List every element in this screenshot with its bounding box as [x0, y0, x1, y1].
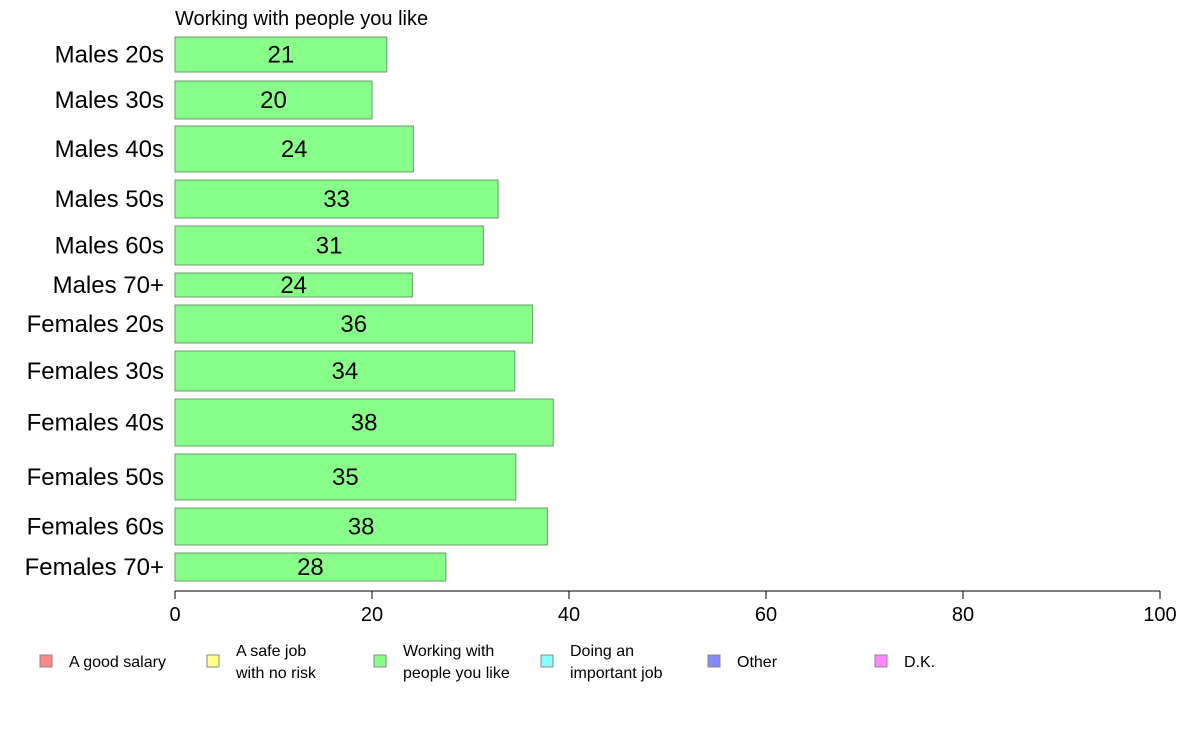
bar: [174, 552, 447, 582]
bar-value-label: 21: [268, 42, 295, 69]
category-label: Males 20s: [55, 42, 164, 69]
category-label: Females 30s: [27, 358, 164, 385]
bar: [174, 304, 534, 344]
bar: [174, 350, 516, 392]
bar-value-label: 31: [316, 233, 343, 260]
x-tick-label: 0: [169, 604, 180, 626]
bar-value-label: 28: [297, 554, 324, 581]
bar-value-label: 20: [260, 87, 287, 114]
bar: [174, 453, 517, 501]
bar: [174, 507, 548, 546]
legend-swatch: [707, 654, 721, 668]
legend-label: Other: [737, 654, 778, 671]
category-label: Females 60s: [27, 514, 164, 541]
category-label: Males 40s: [55, 136, 164, 163]
bar: [174, 272, 413, 298]
category-label: Females 40s: [27, 410, 164, 437]
legend-label: Doing an important job: [570, 643, 663, 682]
category-label: Females 70+: [25, 554, 164, 581]
category-label: Males 30s: [55, 87, 164, 114]
bar: [174, 398, 554, 447]
bar: [174, 80, 373, 120]
x-axis-ticks: 0 20 40 60 80 100: [169, 591, 1177, 626]
bar-value-label: 36: [340, 311, 367, 338]
legend-label: A good salary: [69, 654, 166, 671]
x-tick-label: 80: [952, 604, 974, 626]
bar-value-label: 35: [332, 464, 359, 491]
legend-swatch: [540, 654, 554, 668]
x-tick-label: 40: [558, 604, 580, 626]
category-label: Males 50s: [55, 186, 164, 213]
legend-swatch: [39, 654, 53, 668]
legend-label: Working with people you like: [403, 643, 510, 682]
legend-label: D.K.: [904, 654, 935, 671]
bar: [174, 125, 414, 173]
x-tick-label: 100: [1143, 604, 1176, 626]
bars-layer: 21 Males 20s 20 Males 30s 24 Males 40s 33 Males…: [25, 36, 554, 582]
bar: [174, 36, 388, 73]
legend-swatch: [874, 654, 888, 668]
legend: A good salary A safe job with no risk Worki…: [39, 643, 935, 682]
bar: [174, 225, 484, 266]
legend-label: A safe job with no risk: [235, 643, 317, 682]
category-label: Females 50s: [27, 464, 164, 491]
bar: [174, 179, 499, 219]
legend-swatch: [206, 654, 220, 668]
legend-swatch: [373, 654, 387, 668]
chart-title: Working with people you like: [175, 8, 428, 30]
bar-value-label: 24: [280, 272, 307, 299]
bar-value-label: 24: [281, 136, 308, 163]
bar-value-label: 38: [351, 410, 378, 437]
x-tick-label: 60: [755, 604, 777, 626]
bar-value-label: 34: [332, 358, 359, 385]
bar-value-label: 33: [323, 186, 350, 213]
x-tick-label: 20: [361, 604, 383, 626]
category-label: Males 70+: [53, 272, 164, 299]
category-label: Males 60s: [55, 233, 164, 260]
bar-value-label: 38: [348, 514, 375, 541]
category-label: Females 20s: [27, 311, 164, 338]
